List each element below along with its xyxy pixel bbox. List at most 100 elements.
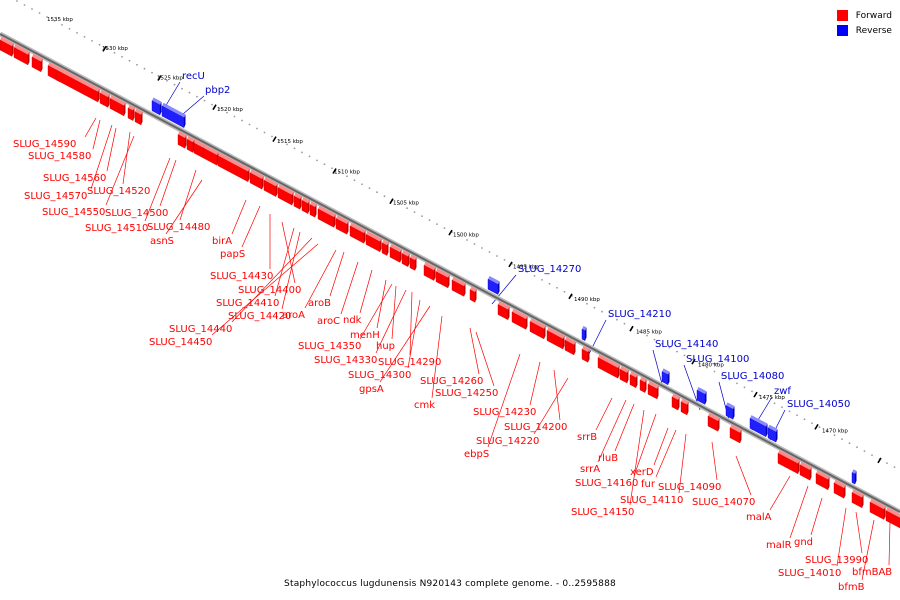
- gene-side: [740, 429, 742, 443]
- scale-dot: [623, 322, 626, 325]
- leader-line: [718, 381, 731, 425]
- scale-tick: [629, 325, 634, 332]
- gene-side: [733, 406, 735, 420]
- forward-gene: [186, 136, 195, 153]
- scale-dot: [548, 282, 551, 285]
- gene-top: [816, 470, 830, 480]
- forward-gene: [546, 327, 565, 350]
- gene-top: [194, 139, 205, 148]
- forward-gene: [469, 286, 477, 303]
- gene-label: SLUG_14290: [378, 357, 441, 368]
- gene-label: SLUG_14150: [571, 507, 634, 518]
- forward-gene: [277, 184, 294, 206]
- legend: Forward Reverse: [836, 8, 892, 38]
- gene-side: [434, 267, 436, 281]
- scale-dot: [773, 402, 776, 405]
- gene-side: [618, 365, 620, 379]
- gene-label: SLUG_14090: [658, 482, 721, 493]
- scale-dot: [271, 135, 273, 138]
- scale-dot: [638, 330, 641, 333]
- gene-top: [310, 201, 317, 208]
- scale-dot: [826, 430, 828, 433]
- gene-side: [248, 168, 250, 182]
- scale-dot: [473, 243, 476, 245]
- scale-dot: [646, 334, 648, 337]
- scale-dot: [758, 394, 761, 397]
- leader-line: [855, 511, 863, 554]
- gene-side: [292, 191, 294, 206]
- scale-dot: [886, 462, 888, 464]
- scale-dot: [338, 171, 341, 174]
- scale-dot: [98, 43, 101, 46]
- gene-label: SLUG_14350: [298, 341, 361, 352]
- leader-line: [529, 361, 541, 406]
- scale-dot: [61, 24, 63, 26]
- gene-top: [436, 268, 450, 278]
- scale-dot: [803, 418, 806, 421]
- scale-dot: [556, 286, 558, 289]
- gene-top: [488, 276, 500, 285]
- gene-side: [364, 230, 366, 244]
- forward-gene: [177, 131, 187, 149]
- leader-line: [165, 179, 203, 235]
- reverse-gene: [487, 276, 500, 295]
- scale-dot: [436, 223, 438, 226]
- scale-label: 1485 kbp: [636, 330, 662, 336]
- forward-gene: [851, 489, 864, 509]
- gene-label: SLUG_14300: [348, 370, 411, 381]
- gene-side: [828, 476, 830, 490]
- scale-dot: [316, 159, 318, 162]
- leader-line: [653, 427, 669, 466]
- gene-side: [657, 385, 659, 399]
- scale-dot: [781, 406, 783, 409]
- forward-gene: [799, 461, 812, 481]
- reverse-gene: [725, 402, 735, 420]
- gene-label: gnd: [794, 537, 813, 548]
- gene-side: [844, 485, 846, 499]
- scale-dot: [848, 442, 851, 445]
- gene-top: [410, 254, 417, 261]
- gene-label: SLUG_14230: [473, 407, 536, 418]
- scale-dot: [361, 183, 363, 186]
- scale-dot: [233, 115, 236, 118]
- gene-top: [640, 376, 647, 383]
- gene-label: bfmBAB: [852, 567, 892, 578]
- gene-top: [424, 262, 436, 271]
- gene-top: [512, 308, 528, 320]
- leader-line: [678, 433, 687, 494]
- forward-gene: [619, 366, 629, 384]
- gene-top: [565, 336, 576, 345]
- gene-label: SLUG_14260: [420, 376, 483, 387]
- gene-top: [547, 327, 565, 339]
- gene-label: recU: [182, 71, 205, 82]
- gene-top: [203, 144, 219, 156]
- gene-label: SLUG_14110: [620, 495, 683, 506]
- genome-backbone-core: [0, 33, 900, 513]
- gene-top: [778, 450, 800, 464]
- gene-top: [870, 498, 886, 510]
- gene-top: [800, 461, 812, 471]
- scale-labels: 1535 kbp 1530 kbp 1525 kbp 1520 kbp 1515 kbp…: [47, 17, 848, 435]
- gene-label: SLUG_14430: [210, 271, 273, 282]
- scale-dot: [346, 175, 348, 178]
- forward-gene: [389, 243, 402, 263]
- gene-top: [302, 197, 310, 204]
- gene-side: [160, 101, 162, 115]
- gene-top: [294, 192, 302, 200]
- gene-top: [336, 215, 349, 225]
- scale-dot: [428, 219, 431, 222]
- gene-side: [544, 325, 546, 339]
- gene-side: [574, 341, 576, 355]
- gene-label: aroA: [282, 310, 305, 321]
- gene-label: papS: [220, 249, 245, 260]
- gene-label: zwf: [774, 386, 791, 397]
- gene-label: gpsA: [359, 384, 384, 395]
- scale-dot: [676, 350, 678, 353]
- scale-label: 1535 kbp: [47, 17, 73, 23]
- gene-side: [315, 204, 317, 218]
- leader-line: [329, 251, 345, 297]
- scale-dot: [863, 450, 866, 452]
- leader-line: [159, 159, 177, 207]
